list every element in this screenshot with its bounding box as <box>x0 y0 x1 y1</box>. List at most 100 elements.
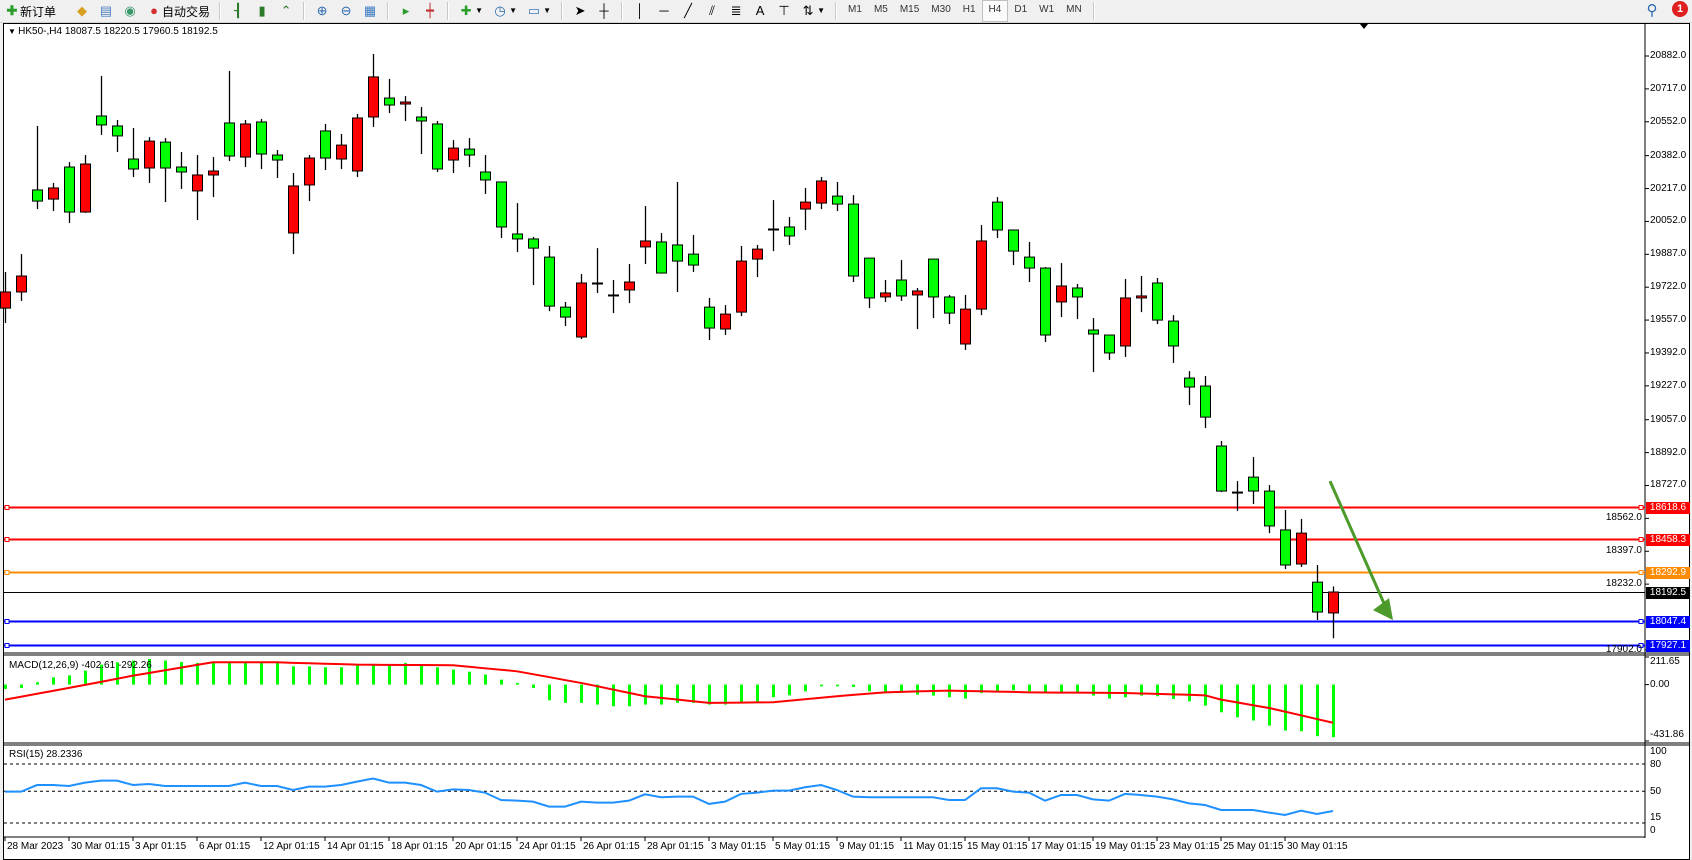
autoscroll-button[interactable]: ▸ <box>394 1 418 21</box>
notification-badge[interactable]: 1 <box>1672 1 1688 17</box>
macd-histogram-bar <box>1044 684 1047 693</box>
candle-body <box>1056 285 1067 303</box>
indicators-button[interactable]: ✚ ▼ <box>454 1 488 21</box>
arrows-icon: ⇅ <box>802 3 814 18</box>
time-label: 19 May 01:15 <box>1095 841 1156 852</box>
timeframe-m5[interactable]: M5 <box>873 4 888 15</box>
level-price-label[interactable]: 18458.3 <box>1646 533 1690 546</box>
candlestick-button[interactable]: ▮ <box>250 1 274 21</box>
chart-shift-icon: ┿ <box>426 3 434 18</box>
macd-histogram-bar <box>1028 684 1031 692</box>
new-order-button[interactable]: ✚ 新订单 <box>0 1 60 21</box>
candle-body <box>832 195 843 205</box>
macd-histogram-bar <box>52 677 55 685</box>
server-button[interactable]: ▤ <box>94 1 118 21</box>
rsi-line <box>5 777 1334 817</box>
timeframe-w1[interactable]: W1 <box>1039 4 1055 15</box>
macd-histogram-bar <box>1172 684 1175 699</box>
macd-histogram-bar <box>308 666 311 685</box>
time-label: 28 Apr 01:15 <box>647 841 704 852</box>
horizontal-line-button[interactable]: ─ <box>652 1 676 21</box>
cursor-button[interactable]: ➤ <box>568 1 592 21</box>
text-button[interactable]: A <box>748 1 772 21</box>
candle <box>736 245 747 317</box>
candle-body <box>1104 334 1115 354</box>
macd-histogram-bar <box>4 684 7 689</box>
timeframe-mn[interactable]: MN <box>1066 4 1082 15</box>
arrows-button[interactable]: ⇅ ▼ <box>796 1 830 21</box>
trendline-button[interactable]: ╱ <box>676 1 700 21</box>
timeframe-m1[interactable]: M1 <box>848 4 862 15</box>
time-label: 3 Apr 01:15 <box>135 841 187 852</box>
templates-button[interactable]: ▭ ▼ <box>522 1 556 21</box>
candle-body <box>1328 591 1339 614</box>
candle-body <box>848 203 859 277</box>
level-price-label[interactable]: 18192.5 <box>1646 586 1690 599</box>
candle <box>1280 510 1291 569</box>
vertical-line-button[interactable]: │ <box>628 1 652 21</box>
search-button[interactable]: ⚲ <box>1640 1 1664 21</box>
candle <box>144 137 155 183</box>
timeframe-h4[interactable]: H4 <box>981 0 1009 22</box>
chart-window[interactable] <box>3 23 1690 860</box>
signal-icon: ◉ <box>124 3 136 18</box>
horizontal-line-icon: ─ <box>659 3 669 18</box>
candle-body <box>48 187 59 200</box>
line-chart-button[interactable]: ⌃ <box>274 1 298 21</box>
periods-button[interactable]: ◷ ▼ <box>488 1 522 21</box>
timeframe-m30[interactable]: M30 <box>931 4 951 15</box>
macd-histogram-bar <box>660 684 663 705</box>
macd-histogram-bar <box>84 670 87 685</box>
candle <box>1056 263 1067 318</box>
fibonacci-button[interactable]: ≣ <box>724 1 748 21</box>
macd-histogram-bar <box>148 659 151 685</box>
gold-button[interactable]: ◆ <box>70 1 94 21</box>
macd-histogram-bar <box>740 684 743 703</box>
zoom-in-button[interactable]: ⊕ <box>310 1 334 21</box>
candle <box>448 140 459 173</box>
candle <box>96 75 107 135</box>
level-handle-icon <box>1638 570 1644 575</box>
separator <box>303 2 306 20</box>
macd-histogram-bar <box>68 675 71 685</box>
collapse-icon[interactable]: ▼ <box>8 27 19 36</box>
zoom-out-button[interactable]: ⊖ <box>334 1 358 21</box>
macd-histogram-bar <box>772 684 775 698</box>
macd-histogram-bar <box>628 684 631 707</box>
candle <box>1104 334 1115 360</box>
time-label: 24 Apr 01:15 <box>519 841 576 852</box>
timeframe-m15[interactable]: M15 <box>899 4 920 15</box>
candle-body <box>912 290 923 296</box>
time-label: 25 May 01:15 <box>1223 841 1284 852</box>
macd-histogram-bar <box>484 674 487 685</box>
level-price-label[interactable]: 18047.4 <box>1646 615 1690 628</box>
candle <box>576 274 587 340</box>
macd-signal-line <box>4 661 1334 724</box>
macd-histogram-bar <box>452 669 455 685</box>
macd-histogram-bar <box>1332 684 1335 738</box>
timeframe-d1[interactable]: D1 <box>1014 4 1028 15</box>
candle-body <box>1200 385 1211 418</box>
macd-histogram-bar <box>1076 684 1079 692</box>
timeframe-h1[interactable]: H1 <box>962 4 976 15</box>
separator <box>387 2 390 20</box>
chevron-down-icon: ▼ <box>543 6 551 15</box>
candle <box>720 305 731 336</box>
text-label-button[interactable]: ⊤ <box>772 1 796 21</box>
level-price-label[interactable]: 18292.9 <box>1646 566 1690 579</box>
level-price-label[interactable]: 17927.1 <box>1646 639 1690 652</box>
auto-trading-button[interactable]: ● 自动交易 <box>142 1 214 21</box>
equidistant-channel-button[interactable]: ⫽ <box>700 1 724 21</box>
macd-histogram-bar <box>1252 684 1255 721</box>
level-handle-icon <box>1638 505 1644 510</box>
signal-button[interactable]: ◉ <box>118 1 142 21</box>
candle <box>672 181 683 292</box>
crosshair-button[interactable]: ┼ <box>592 1 616 21</box>
candle <box>432 120 443 172</box>
time-label: 26 Apr 01:15 <box>583 841 640 852</box>
bar-chart-button[interactable]: ┨ <box>226 1 250 21</box>
chart-shift-button[interactable]: ┿ <box>418 1 442 21</box>
tile-windows-button[interactable]: ▦ <box>358 1 382 21</box>
level-price-label[interactable]: 18618.6 <box>1646 501 1690 514</box>
